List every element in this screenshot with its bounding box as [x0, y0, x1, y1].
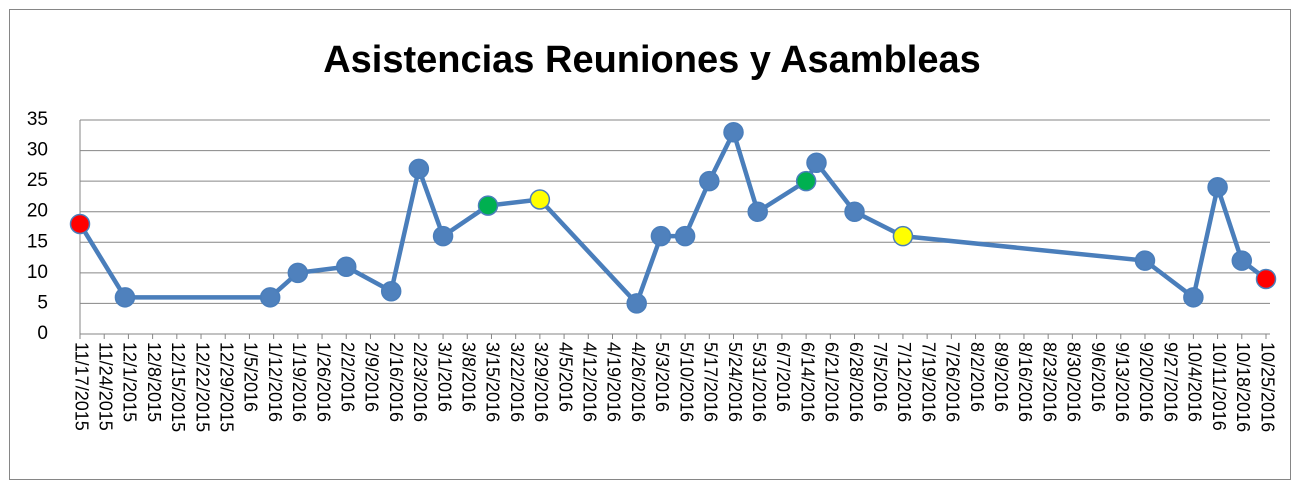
x-tick-label: 7/12/2016: [894, 342, 914, 422]
chart-title: Asistencias Reuniones y Asambleas: [323, 39, 981, 81]
x-tick-label: 12/1/2015: [120, 342, 140, 422]
x-tick-label: 12/15/2015: [168, 342, 188, 432]
x-tick-label: 5/10/2016: [676, 342, 696, 422]
data-point: [529, 189, 551, 210]
x-tick-label: 8/9/2016: [991, 342, 1011, 412]
data-point: [1255, 268, 1277, 290]
x-tick-label: 9/6/2016: [1088, 342, 1108, 412]
x-tick-label: 4/19/2016: [604, 342, 624, 422]
x-tick-label: 1/5/2016: [241, 342, 261, 412]
x-tick-label: 11/17/2015: [71, 342, 91, 431]
x-tick-label: 9/20/2016: [1136, 342, 1156, 422]
x-tick-label: 5/17/2016: [701, 342, 721, 422]
y-tick-label: 0: [37, 323, 48, 344]
data-point: [335, 256, 357, 277]
data-point: [747, 201, 768, 222]
x-tick-label: 6/28/2016: [846, 342, 866, 422]
data-point: [1183, 287, 1204, 308]
data-point: [259, 287, 281, 308]
data-point: [287, 262, 309, 284]
data-point: [1134, 250, 1156, 271]
x-tick-label: 4/26/2016: [628, 342, 648, 422]
x-tick-label: 2/23/2016: [410, 342, 430, 422]
x-tick-label: 1/19/2016: [289, 342, 309, 422]
x-tick-label: 12/29/2015: [216, 342, 236, 432]
data-point: [892, 225, 914, 247]
x-tick-label: 5/3/2016: [652, 342, 672, 412]
x-tick-label: 6/14/2016: [797, 342, 817, 422]
data-point: [69, 213, 91, 235]
data-point: [1231, 250, 1253, 271]
x-tick-label: 1/26/2016: [313, 342, 333, 422]
x-tick-label: 3/8/2016: [459, 342, 479, 412]
data-point: [477, 195, 499, 216]
y-tick-label: 15: [27, 231, 48, 252]
y-tick-label: 35: [27, 109, 48, 130]
x-tick-label: 4/5/2016: [555, 342, 575, 412]
x-tick-label: 2/9/2016: [362, 342, 382, 412]
data-point: [674, 225, 696, 247]
data-point: [114, 287, 136, 308]
x-tick-label: 10/18/2016: [1233, 342, 1253, 432]
x-tick-label: 9/13/2016: [1112, 342, 1132, 422]
x-tick-label: 6/21/2016: [822, 342, 842, 422]
x-tick-label: 5/24/2016: [725, 342, 745, 422]
x-tick-label: 7/26/2016: [943, 342, 963, 422]
x-tick-label: 1/12/2016: [265, 342, 285, 422]
data-point: [795, 170, 817, 192]
x-tick-label: 10/4/2016: [1185, 342, 1205, 422]
x-tick-label: 3/22/2016: [507, 342, 527, 422]
x-tick-label: 8/30/2016: [1064, 342, 1084, 422]
x-tick-label: 7/5/2016: [870, 342, 890, 412]
x-tick-label: 7/19/2016: [918, 342, 938, 422]
data-point: [806, 152, 827, 174]
data-point: [380, 280, 402, 302]
x-tick-label: 10/11/2016: [1209, 342, 1229, 431]
x-tick-label: 3/29/2016: [531, 342, 551, 422]
chart-frame: [9, 9, 1291, 480]
y-tick-label: 25: [27, 170, 48, 191]
x-tick-label: 2/16/2016: [386, 342, 406, 422]
x-tick-label: 4/12/2016: [580, 342, 600, 422]
y-tick-label: 10: [27, 262, 48, 283]
data-point: [432, 225, 454, 247]
data-point: [1207, 177, 1228, 198]
data-point: [699, 170, 720, 192]
y-tick-label: 5: [37, 292, 48, 313]
x-tick-label: 12/22/2015: [192, 342, 212, 432]
x-tick-label: 11/24/2015: [95, 342, 115, 431]
data-point: [723, 121, 744, 143]
x-tick-label: 3/1/2016: [434, 342, 454, 412]
x-tick-label: 2/2/2016: [337, 342, 357, 412]
y-tick-label: 30: [27, 140, 48, 161]
x-tick-label: 6/7/2016: [773, 342, 793, 412]
x-tick-label: 12/8/2015: [144, 342, 164, 422]
x-tick-label: 5/31/2016: [749, 342, 769, 422]
y-tick-label: 20: [27, 201, 48, 222]
x-tick-label: 9/27/2016: [1160, 342, 1180, 422]
data-point: [626, 293, 647, 314]
x-tick-label: 3/15/2016: [483, 342, 503, 422]
x-tick-label: 8/2/2016: [967, 342, 987, 412]
data-point: [650, 225, 672, 247]
x-tick-label: 10/25/2016: [1257, 342, 1277, 432]
x-tick-label: 8/23/2016: [1039, 342, 1059, 422]
data-point: [408, 158, 430, 180]
data-point: [844, 201, 865, 222]
x-tick-label: 8/16/2016: [1015, 342, 1035, 422]
